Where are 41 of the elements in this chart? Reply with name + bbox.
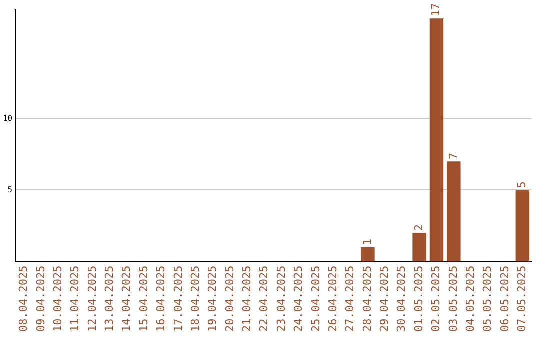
x-tick-label: 29.04.2025 — [378, 266, 392, 332]
x-tick-label: 07.05.2025 — [516, 266, 529, 332]
x-tick-label: 11.04.2025 — [68, 266, 82, 332]
x-tick-label: 30.04.2025 — [395, 266, 408, 332]
x-tick-label: 21.04.2025 — [240, 266, 254, 332]
x-tick-label: 28.04.2025 — [360, 266, 374, 332]
y-tick-label: 10 — [2, 114, 13, 123]
x-tick-label: 19.04.2025 — [206, 266, 220, 332]
x-tick-label: 05.05.2025 — [481, 266, 494, 332]
bar — [447, 162, 461, 262]
x-tick-label: 27.04.2025 — [344, 266, 357, 332]
x-tick-label: 10.04.2025 — [51, 266, 64, 332]
x-tick-label: 26.04.2025 — [326, 266, 340, 332]
bar — [361, 247, 375, 262]
x-tick-label: 17.04.2025 — [172, 266, 185, 332]
data-label: 2 — [412, 224, 426, 232]
data-label: 17 — [430, 3, 443, 17]
x-tick-label: 08.04.2025 — [17, 266, 30, 332]
x-tick-label: 09.04.2025 — [34, 266, 48, 332]
x-tick-label: 15.04.2025 — [137, 266, 150, 332]
x-tick-label: 04.05.2025 — [464, 266, 477, 332]
data-label: 7 — [446, 153, 460, 160]
x-tick-label: 16.04.2025 — [154, 266, 168, 332]
x-tick-label: 25.04.2025 — [309, 266, 322, 332]
x-tick-label: 03.05.2025 — [446, 266, 460, 332]
x-tick-label: 24.04.2025 — [292, 266, 306, 332]
data-label: 1 — [360, 238, 374, 246]
x-tick-label: 18.04.2025 — [188, 266, 202, 332]
x-tick-label: 01.05.2025 — [412, 266, 426, 332]
x-tick-label: 22.04.2025 — [258, 266, 271, 332]
bar — [412, 233, 426, 262]
x-tick-label: 02.05.2025 — [430, 266, 443, 332]
x-tick-label: 20.04.2025 — [223, 266, 236, 332]
x-tick-label: 06.05.2025 — [498, 266, 512, 332]
bar — [516, 190, 530, 262]
data-label: 5 — [516, 182, 529, 188]
x-tick-label: 13.04.2025 — [103, 266, 116, 332]
bar — [430, 18, 444, 262]
x-tick-label: 14.04.2025 — [120, 266, 134, 332]
x-tick-label: 12.04.2025 — [86, 266, 99, 332]
x-tick-label: 23.04.2025 — [274, 266, 288, 332]
